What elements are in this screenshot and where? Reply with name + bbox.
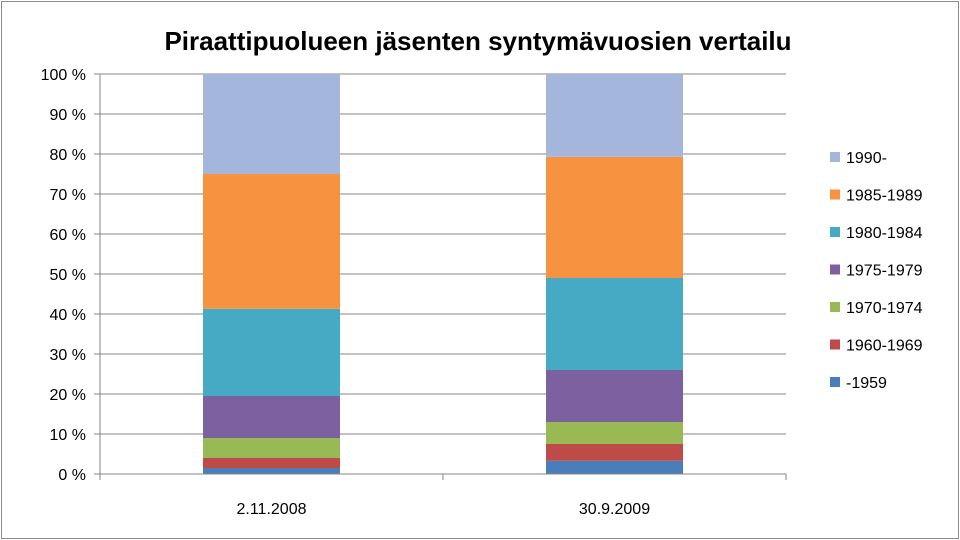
legend-label: 1980-1984: [846, 225, 923, 242]
y-tick-label: 90 %: [50, 107, 86, 124]
bar-segment: [203, 468, 340, 474]
legend-swatch: [830, 302, 840, 312]
legend-swatch: [830, 152, 840, 162]
y-tick-label: 30 %: [50, 347, 86, 364]
bar-segment: [546, 156, 683, 278]
bar-segment: [546, 444, 683, 461]
y-tick-label: 0 %: [58, 467, 86, 484]
y-tick-label: 100 %: [41, 67, 86, 84]
bar-segment: [203, 74, 340, 174]
legend-swatch: [830, 227, 840, 237]
bar-segment: [203, 174, 340, 309]
y-tick-label: 60 %: [50, 227, 86, 244]
x-tick-label: 30.9.2009: [579, 501, 650, 518]
legend-label: 1970-1974: [846, 300, 923, 317]
legend-label: 1990-: [846, 150, 887, 167]
bar-segment: [203, 308, 340, 396]
bar-segment: [546, 460, 683, 474]
bar-segment: [546, 278, 683, 370]
y-tick-label: 50 %: [50, 267, 86, 284]
bar-segment: [203, 396, 340, 438]
y-tick-label: 70 %: [50, 187, 86, 204]
legend-label: 1985-1989: [846, 188, 923, 205]
bar-segment: [203, 438, 340, 458]
y-tick-label: 10 %: [50, 427, 86, 444]
y-tick-label: 20 %: [50, 387, 86, 404]
bar-segment: [203, 458, 340, 468]
y-tick-label: 80 %: [50, 147, 86, 164]
x-tick-label: 2.11.2008: [237, 501, 307, 518]
chart-title: Piraattipuolueen jäsenten syntymävuosien…: [164, 26, 791, 56]
legend-label: -1959: [846, 375, 887, 392]
legend-label: 1960-1969: [846, 338, 923, 355]
legend-swatch: [830, 264, 840, 275]
legend-swatch: [830, 339, 840, 350]
bar-segment: [546, 422, 683, 444]
bar-segment: [546, 370, 683, 422]
legend-swatch: [830, 189, 840, 200]
legend-swatch: [830, 377, 840, 387]
y-tick-label: 40 %: [50, 307, 86, 324]
bar-segment: [546, 74, 683, 157]
legend-label: 1975-1979: [846, 263, 923, 280]
